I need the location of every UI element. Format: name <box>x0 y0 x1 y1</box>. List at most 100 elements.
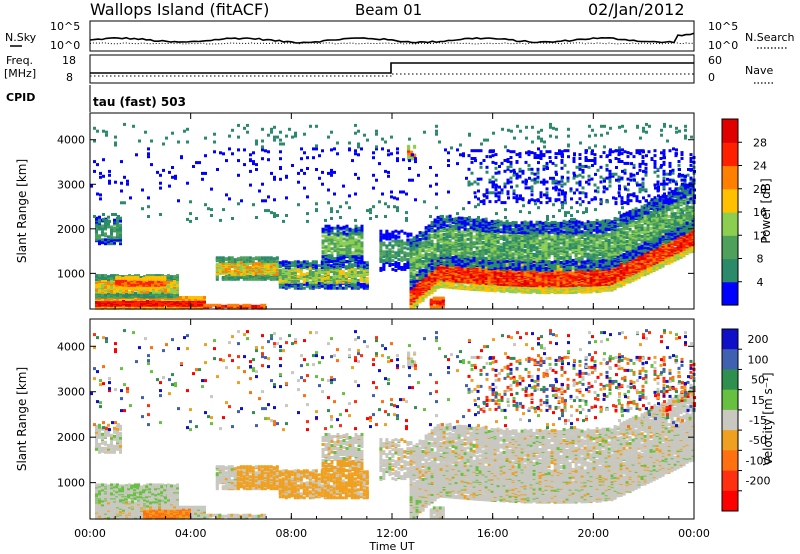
power-cell <box>655 266 659 270</box>
power-cell <box>577 283 581 286</box>
power-cell <box>317 264 321 268</box>
power-cell <box>233 258 237 262</box>
power-cell <box>137 274 140 278</box>
power-cell <box>221 304 225 308</box>
power-cell <box>333 245 337 249</box>
power-cell <box>496 276 500 280</box>
power-cell <box>412 303 416 307</box>
power-cell <box>113 281 116 285</box>
power-cell <box>391 259 395 263</box>
power-cell <box>559 290 563 294</box>
power-cell <box>305 263 309 267</box>
power-cell <box>326 266 330 270</box>
power-cell <box>95 280 98 284</box>
power-cell <box>266 266 270 270</box>
power-cell <box>139 277 143 281</box>
power-cell <box>397 248 401 252</box>
power-cell <box>98 280 101 283</box>
power-cell <box>631 262 635 266</box>
power-cell <box>107 291 110 295</box>
power-cell <box>266 271 270 275</box>
power-cell <box>565 272 569 276</box>
power-cell <box>254 269 258 272</box>
power-cell <box>529 270 533 274</box>
power-cell <box>379 229 383 233</box>
power-cell <box>287 276 291 280</box>
power-cell <box>333 259 337 262</box>
power-cell <box>541 289 545 293</box>
power-cell <box>158 303 161 307</box>
power-cell <box>143 275 146 279</box>
power-cell <box>305 278 309 282</box>
power-cell <box>107 283 110 287</box>
power-cell <box>391 233 395 237</box>
power-cell <box>541 270 545 274</box>
power-cell <box>197 296 200 299</box>
power-cell <box>324 245 328 249</box>
power-cell <box>652 250 656 254</box>
power-cell <box>254 276 258 280</box>
power-cell <box>571 286 575 290</box>
power-cell <box>236 257 240 261</box>
power-cell <box>218 270 222 273</box>
power-cell <box>454 285 458 289</box>
power-cell <box>362 272 366 275</box>
power-cell <box>173 279 176 282</box>
power-cell <box>345 249 349 253</box>
power-cell <box>248 256 252 260</box>
power-cell <box>157 282 161 286</box>
power-cell <box>362 282 366 286</box>
power-cell <box>400 242 404 246</box>
power-cell <box>344 286 348 290</box>
power-cell <box>583 281 587 285</box>
power-cell <box>321 234 325 238</box>
power-cell <box>263 262 267 266</box>
power-cell <box>559 271 563 275</box>
power-cell <box>385 250 389 254</box>
power-cell <box>487 280 491 284</box>
power-cell <box>118 279 122 283</box>
power-cell <box>415 292 419 296</box>
power-cell <box>308 262 312 266</box>
power-cell <box>406 234 410 238</box>
power-cell <box>224 274 228 278</box>
power-cell <box>140 276 143 279</box>
power-cell <box>317 281 321 285</box>
power-cell <box>350 286 354 290</box>
power-cell <box>336 224 340 228</box>
cpid-value: tau (fast) 503 <box>93 95 186 109</box>
power-cell <box>481 280 485 284</box>
nsearch-label: N.Search <box>745 31 795 44</box>
power-cell <box>448 283 452 287</box>
power-cell <box>335 275 339 278</box>
power-heatmap <box>90 122 696 310</box>
power-cell <box>339 235 343 239</box>
power-cell <box>311 263 315 267</box>
power-cell <box>119 231 122 235</box>
power-cell <box>236 271 240 275</box>
power-cell <box>98 282 101 286</box>
power-cell <box>360 255 364 259</box>
power-cell <box>658 266 662 270</box>
power-cell <box>673 242 677 246</box>
power-cell <box>194 296 197 299</box>
power-cell <box>385 237 389 241</box>
power-cell <box>119 236 122 240</box>
power-cell <box>239 261 243 265</box>
power-cell <box>336 227 340 231</box>
power-cell <box>128 299 131 303</box>
power-cell <box>339 256 343 260</box>
power-cell <box>293 286 297 290</box>
power-cell <box>342 230 346 234</box>
power-cell <box>266 256 270 260</box>
nave-trace <box>90 73 694 77</box>
power-cell <box>379 235 383 239</box>
power-cell <box>119 228 122 232</box>
power-cell <box>124 275 128 279</box>
power-cell <box>445 266 449 270</box>
power-cell <box>302 273 306 276</box>
power-cell <box>245 260 249 264</box>
power-cell <box>110 236 113 240</box>
power-cell <box>308 267 312 271</box>
power-cell <box>248 259 252 263</box>
